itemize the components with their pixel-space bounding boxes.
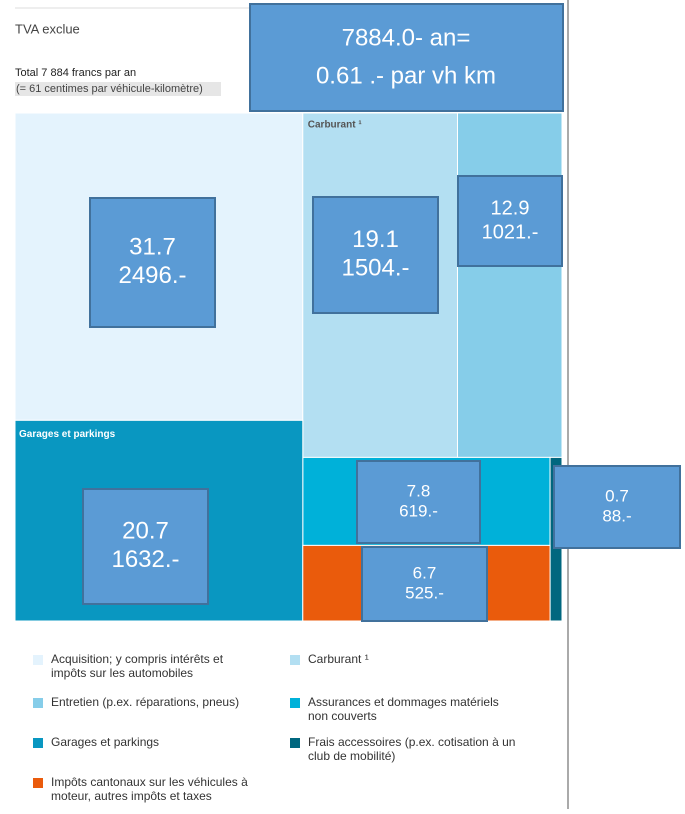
value-box (361, 546, 488, 622)
legend-swatch (33, 778, 43, 788)
value-box (553, 465, 681, 549)
value-box (89, 197, 216, 328)
legend-label: Carburant ¹ (308, 652, 369, 666)
subtitle: TVA exclue (15, 21, 80, 36)
legend-label: Impôts cantonaux sur les véhicules à mote… (51, 775, 248, 803)
franc-label: 525.- (405, 584, 444, 603)
percent-label: 12.9 (491, 197, 530, 219)
tile-label: Garages et parkings (19, 429, 116, 440)
legend-label: Acquisition; y compris intérêts et impôts… (51, 652, 224, 680)
legend-label: Assurances et dommages matériels non couv… (308, 695, 499, 723)
value-box (82, 488, 209, 605)
legend-swatch (33, 655, 43, 665)
percent-label: 20.7 (122, 517, 169, 544)
value-box (457, 175, 563, 267)
legend-swatch (290, 738, 300, 748)
title: Total 7 884 francs par an (15, 67, 136, 79)
legend-swatch (33, 698, 43, 708)
note-bg (15, 82, 221, 96)
legend-swatch (290, 655, 300, 665)
annotation-line: 0.61 .- par vh km (316, 62, 496, 89)
value-box (356, 460, 481, 544)
franc-label: 619.- (399, 502, 438, 521)
franc-label: 88.- (602, 507, 631, 526)
percent-label: 7.8 (407, 481, 431, 500)
note: (= 61 centimes par véhicule-kilomètre) (16, 83, 203, 95)
legend-label: Entretien (p.ex. réparations, pneus) (51, 695, 239, 709)
tile-label: Carburant ¹ (308, 120, 363, 131)
percent-label: 31.7 (129, 233, 176, 260)
legend-label: Frais accessoires (p.ex. cotisation à un… (308, 735, 515, 763)
franc-label: 1632.- (111, 546, 179, 573)
tile (457, 112, 563, 458)
legend-swatch (33, 738, 43, 748)
percent-label: 0.7 (605, 486, 629, 505)
legend-swatch (290, 698, 300, 708)
franc-label: 2496.- (118, 262, 186, 289)
legend-label: Garages et parkings (51, 735, 159, 749)
percent-label: 19.1 (352, 226, 399, 253)
annotation-line: 7884.0- an= (342, 24, 471, 51)
value-box (312, 196, 439, 314)
franc-label: 1504.- (341, 255, 409, 282)
percent-label: 6.7 (413, 563, 437, 582)
annotation-box (249, 3, 564, 112)
franc-label: 1021.- (482, 221, 539, 243)
